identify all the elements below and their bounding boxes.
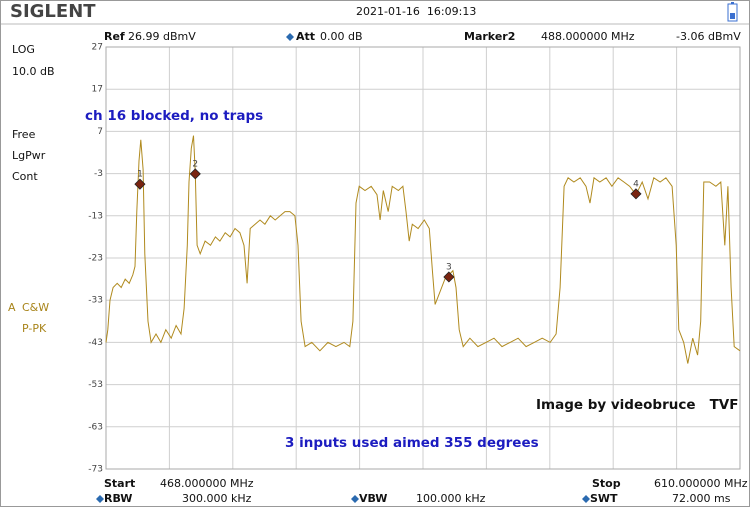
y-tick-label: -53 [88,380,103,390]
marker [134,178,146,190]
diamond-icon [96,495,104,503]
y-tick-label: -73 [88,465,103,475]
scale: LOG [12,43,35,56]
y-tick-label: 27 [92,43,103,53]
stop-value: 610.000000 MHz [654,477,748,490]
plot: 27 17 7 -3 -13 -23 -33 -43 -53 -63 -73 1 2 3 4 [88,43,741,475]
rbw-value: 300.000 kHz [182,492,252,505]
marker [443,271,455,283]
marker-level: -3.06 dBmV [676,30,741,43]
marker-label: 3 [446,262,452,272]
annotation: 3 inputs used aimed 355 degrees [285,435,539,451]
trace [105,135,741,364]
marker-freq: 488.000000 MHz [541,30,635,43]
trace-detect: P-PK [22,322,47,335]
y-tick-label: 7 [97,127,103,137]
stop-label: Stop [592,477,621,490]
battery-icon [727,2,738,22]
sweep: Cont [12,170,38,183]
y-tick-label: -43 [88,338,103,348]
datetime: 2021-01-16 16:09:13 [356,5,476,18]
marker-label: 2 [192,159,198,169]
vbw-label: VBW [359,492,387,505]
start-label: Start [104,477,135,490]
marker [189,168,201,180]
ref-value: 26.99 dBmV [128,30,196,43]
att-value: 0.00 dB [320,30,363,43]
swt-label: SWT [590,492,618,505]
marker [630,188,642,200]
att-label: Att [296,30,315,43]
diamond-icon [351,495,359,503]
ref-label: Ref [104,30,125,43]
y-tick-label: -23 [88,254,103,264]
mode: Free [12,128,36,141]
diamond-icon [286,33,294,41]
diamond-icon [582,495,590,503]
trace-name: A [8,301,16,314]
trace-mode: C&W [22,301,49,314]
y-tick-label: -63 [88,422,103,432]
vbw-value: 100.000 kHz [416,492,486,505]
start-value: 468.000000 MHz [160,477,254,490]
annotation: Image by videobruce TVF [536,397,738,413]
marker-label: 4 [633,179,639,189]
annotation: ch 16 blocked, no traps [85,108,263,124]
y-tick-label: -3 [94,169,103,179]
brand: SIGLENT [10,1,96,22]
y-tick-label: -13 [88,211,103,221]
marker-label: 1 [137,170,143,180]
scale-div: 10.0 dB [12,65,55,78]
marker-label: Marker2 [464,30,515,43]
y-tick-label: 17 [92,85,103,95]
y-tick-label: -33 [88,296,103,306]
rbw-label: RBW [104,492,132,505]
detector: LgPwr [12,149,46,162]
swt-value: 72.000 ms [672,492,731,505]
plot-frame [105,46,741,470]
